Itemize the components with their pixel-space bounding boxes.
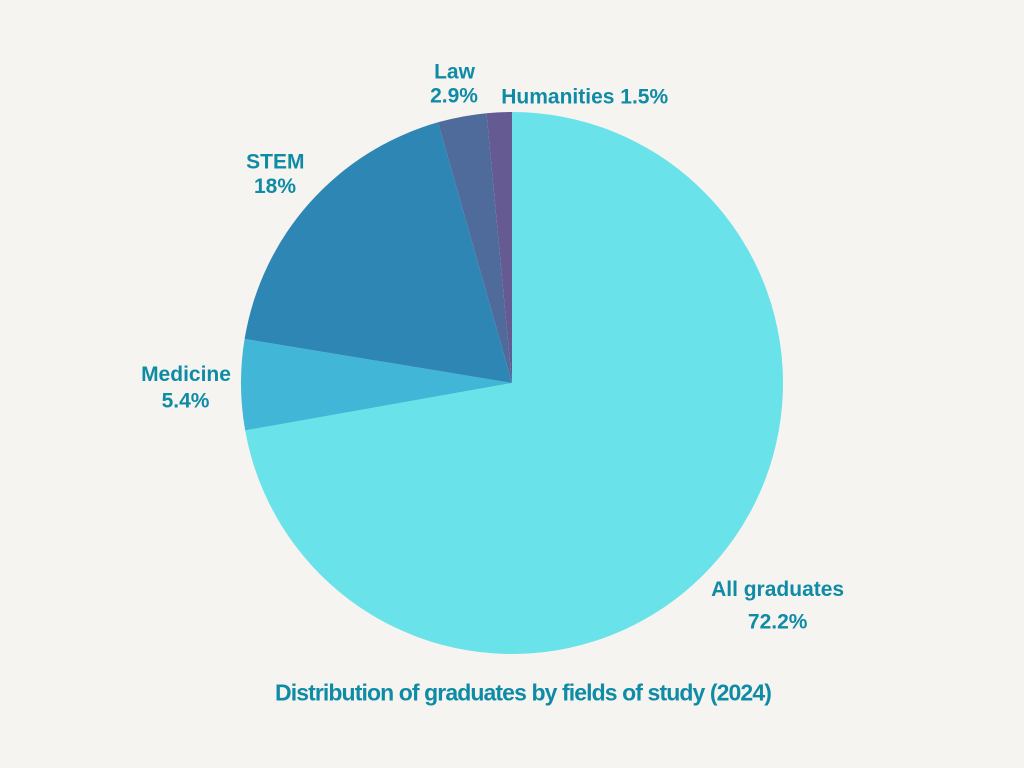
svg-text:72.2%: 72.2% [748,610,808,633]
svg-text:Distribution of graduates by f: Distribution of graduates by fields of s… [275,680,771,706]
svg-text:Law: Law [434,60,476,83]
svg-text:18%: 18% [254,175,296,198]
svg-text:Humanities 1.5%: Humanities 1.5% [501,85,668,108]
svg-text:Medicine: Medicine [141,363,231,386]
svg-text:2.9%: 2.9% [430,84,478,107]
svg-text:STEM: STEM [246,150,304,173]
svg-text:All graduates: All graduates [711,578,844,601]
svg-text:5.4%: 5.4% [162,389,210,412]
